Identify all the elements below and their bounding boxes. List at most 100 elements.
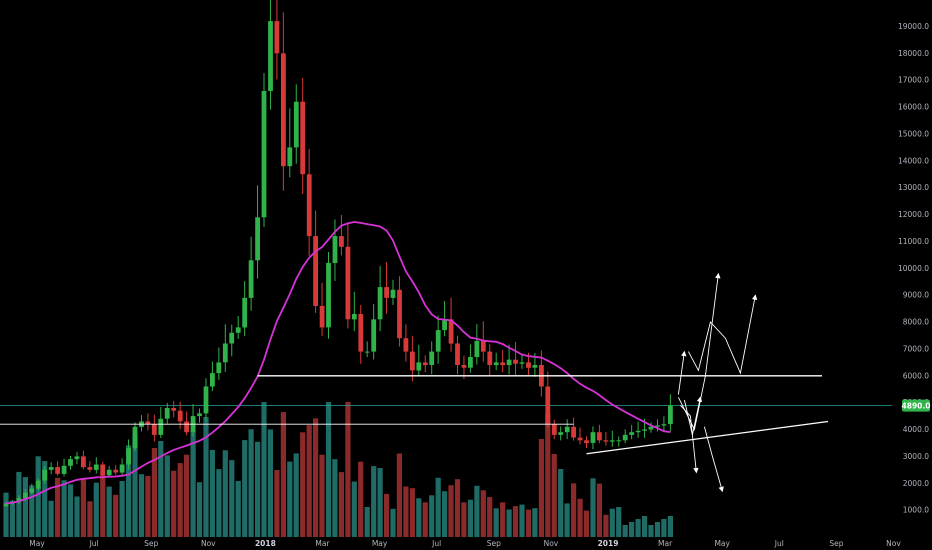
- volume-bar: [454, 479, 461, 537]
- x-tick-label: Mar: [658, 539, 673, 548]
- volume-bar: [80, 478, 86, 537]
- x-tick-label: Nov: [544, 539, 559, 548]
- candle: [93, 457, 99, 474]
- candle: [403, 324, 409, 362]
- volume-bar: [532, 508, 538, 537]
- candle: [429, 341, 435, 375]
- volume-bar: [364, 507, 370, 537]
- volume-bar: [416, 498, 422, 537]
- volume-bar: [29, 485, 35, 537]
- candle-body: [448, 319, 454, 344]
- candle-body: [603, 440, 609, 442]
- candle-body: [145, 421, 151, 425]
- candle-body: [93, 464, 99, 470]
- volume-bar: [48, 500, 54, 537]
- volume-bar: [190, 430, 196, 537]
- volume-bar: [132, 433, 138, 537]
- candle: [216, 347, 222, 380]
- candle: [577, 427, 583, 445]
- candle: [493, 352, 499, 371]
- candle-body: [429, 351, 435, 365]
- candle-body: [255, 217, 260, 261]
- volume-bar: [22, 477, 28, 537]
- y-tick-label: 15000.0: [898, 130, 929, 139]
- candle-body: [248, 260, 254, 298]
- candle: [171, 400, 177, 418]
- candle: [500, 350, 506, 373]
- volume-bar: [74, 496, 80, 537]
- x-tick-label: Jul: [431, 539, 441, 548]
- y-tick-label: 2000.0: [903, 479, 929, 488]
- volume-bar: [145, 475, 151, 537]
- candle-body: [81, 456, 86, 468]
- candle-body: [132, 426, 138, 449]
- candle: [603, 432, 609, 446]
- candle-body: [461, 365, 467, 368]
- volume-bar: [306, 425, 312, 537]
- candle-body: [23, 492, 28, 499]
- candle-body: [35, 480, 41, 489]
- candle: [132, 422, 138, 451]
- x-tick-label: May: [29, 539, 45, 548]
- candle-body: [629, 432, 635, 435]
- volume-bar: [616, 507, 622, 537]
- candle: [371, 304, 377, 360]
- candle-body: [597, 432, 602, 441]
- volume-bar: [648, 525, 654, 537]
- volume-bar: [609, 508, 615, 537]
- x-tick-label: Jul: [774, 539, 784, 548]
- candle-body: [487, 351, 493, 365]
- candle-body: [532, 365, 538, 368]
- volume-bar: [313, 418, 319, 537]
- volume-bar: [332, 459, 338, 537]
- candle: [106, 466, 112, 478]
- candle: [468, 344, 473, 373]
- bearish-arrow-alt: [703, 426, 724, 493]
- candle: [455, 335, 460, 375]
- candle-body: [455, 343, 460, 365]
- candle-body: [416, 362, 422, 371]
- candle-body: [358, 314, 364, 352]
- candle-body: [74, 456, 80, 460]
- y-tick-label: 10000.0: [898, 264, 929, 273]
- candle-body: [577, 437, 583, 441]
- candle: [248, 236, 254, 311]
- volume-bar: [371, 466, 377, 537]
- y-tick-label: 9000.0: [903, 291, 929, 300]
- x-tick-label: 2019: [598, 539, 619, 548]
- candle: [629, 424, 635, 440]
- candle-body: [61, 465, 67, 474]
- bearish-arrow: [680, 404, 699, 474]
- volume-bar: [519, 504, 525, 537]
- candle-body: [319, 305, 325, 328]
- candle-body: [397, 289, 402, 339]
- volume-bar: [87, 501, 93, 537]
- candle: [448, 297, 454, 352]
- volume-bar: [577, 498, 583, 537]
- bullish-arrow-alt: [688, 294, 758, 375]
- candle-body: [3, 503, 9, 507]
- candle-body: [564, 426, 570, 433]
- candle-body: [184, 421, 189, 433]
- candle-body: [668, 405, 673, 425]
- candle-body: [364, 351, 370, 353]
- volume-bar: [487, 497, 493, 537]
- candle: [164, 402, 170, 424]
- volume-bar: [293, 453, 299, 537]
- candle: [435, 315, 441, 364]
- volume-bar: [93, 482, 99, 537]
- volume-bar: [564, 503, 570, 537]
- candle: [422, 355, 428, 373]
- volume-bar: [216, 469, 222, 537]
- volume-bar: [100, 474, 106, 537]
- candle-body: [87, 467, 93, 470]
- candle-body: [268, 21, 273, 92]
- candle: [384, 262, 389, 314]
- volume-bar: [222, 450, 228, 537]
- x-tick-label: Sep: [487, 539, 501, 548]
- volume-bar: [603, 514, 609, 537]
- volume-bar: [551, 454, 557, 537]
- candle-body: [210, 373, 215, 387]
- candle-body: [648, 426, 654, 430]
